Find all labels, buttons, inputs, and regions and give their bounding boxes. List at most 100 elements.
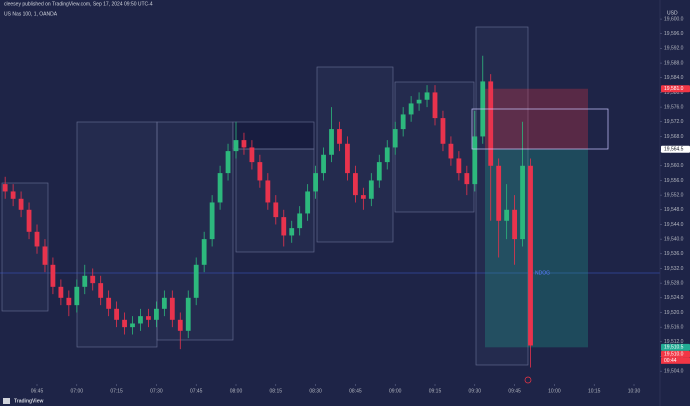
candle-body xyxy=(265,180,271,203)
stop-zone xyxy=(485,88,588,150)
candle-body xyxy=(58,286,64,298)
footer: TradingView xyxy=(14,398,43,404)
candle-body xyxy=(512,209,517,240)
candle-body xyxy=(456,158,462,174)
candle-body xyxy=(26,209,32,232)
candle-body xyxy=(50,264,56,287)
candle-body xyxy=(305,191,311,214)
price-label: 19,564.5 xyxy=(664,147,684,153)
candle-body xyxy=(114,308,119,320)
candle-body xyxy=(321,154,326,174)
candle-body xyxy=(488,81,494,166)
plot xyxy=(2,55,533,368)
y-tick-label: 19,584.0 xyxy=(664,75,684,81)
candle-body xyxy=(18,198,24,210)
box xyxy=(1,182,49,312)
x-tick-label: 08:45 xyxy=(349,388,362,394)
candle-body xyxy=(400,114,406,130)
candle-body xyxy=(42,246,48,265)
x-tick-label: 08:15 xyxy=(270,388,283,394)
candle-body xyxy=(90,275,96,284)
candle-body xyxy=(520,165,525,240)
y-tick-label: 19,600.0 xyxy=(664,16,684,22)
y-tick-label: 19,596.0 xyxy=(664,31,684,37)
price-label: 19,510.0 xyxy=(664,352,684,358)
price-label-box xyxy=(661,145,690,153)
candle-body xyxy=(416,99,422,104)
subtitle: cleesey published on TradingView.com, Se… xyxy=(4,1,153,7)
x-tick-label: 07:45 xyxy=(190,388,203,394)
candle-body xyxy=(146,316,151,320)
candle-body xyxy=(329,129,334,155)
x-tick-label: 10:30 xyxy=(628,388,641,394)
candle-body xyxy=(257,162,263,181)
x-tick-label: 10:15 xyxy=(588,388,601,394)
y-tick-label: 19,592.0 xyxy=(664,46,684,52)
x-tick-label: 09:45 xyxy=(508,388,521,394)
currency: USD xyxy=(667,10,678,16)
y-tick-label: 19,504.0 xyxy=(664,368,684,374)
x-tick-label: 09:30 xyxy=(469,388,482,394)
annotation: NDOG xyxy=(535,270,550,276)
event-marker xyxy=(524,376,532,384)
y-tick-label: 19,516.0 xyxy=(664,324,684,330)
x-tick-label: 08:00 xyxy=(230,388,243,394)
candle-body xyxy=(384,147,390,163)
candle-body xyxy=(106,297,112,309)
candle-body xyxy=(233,140,239,152)
y-tick-label: 19,528.0 xyxy=(664,280,684,286)
y-tick-label: 19,552.0 xyxy=(664,192,684,198)
x-tick-label: 09:00 xyxy=(389,388,402,394)
x-tick-label: 08:30 xyxy=(309,388,322,394)
candle-body xyxy=(504,209,510,221)
candle-body xyxy=(464,173,470,185)
y-tick-label: 19,572.0 xyxy=(664,119,684,125)
y-tick-label: 19,568.0 xyxy=(664,134,684,140)
candle-body xyxy=(161,297,167,309)
candle-body xyxy=(368,180,374,199)
candle-body xyxy=(472,136,478,185)
logo xyxy=(3,398,10,404)
position-zones xyxy=(485,88,588,348)
candle-body xyxy=(2,184,8,192)
y-tick-label: 19,512.0 xyxy=(664,339,684,345)
candle-body xyxy=(249,147,255,163)
candle-body xyxy=(424,92,430,100)
candle-body xyxy=(98,283,104,298)
y-tick-label: 19,580.0 xyxy=(664,90,684,96)
x-tick-label: 06:45 xyxy=(31,388,44,394)
candle-body xyxy=(345,143,350,174)
session-boxes xyxy=(1,26,529,366)
candle-body xyxy=(225,151,231,174)
y-tick-label: 19,544.0 xyxy=(664,222,684,228)
candle-body xyxy=(440,118,446,144)
target-zone xyxy=(485,149,588,348)
title: US Nas 100, 1, OANDA xyxy=(4,11,58,17)
candle-body xyxy=(353,173,358,196)
candle-body xyxy=(241,140,247,148)
candle-body xyxy=(130,323,135,328)
candle-body xyxy=(337,129,342,144)
candle-body xyxy=(432,92,438,119)
candle-body xyxy=(10,191,16,199)
selection-box xyxy=(471,108,609,150)
candle-body xyxy=(169,297,175,320)
x-tick-label: 07:00 xyxy=(71,388,84,394)
price-label-box xyxy=(661,85,690,93)
candle-body xyxy=(82,275,88,287)
candle-body xyxy=(74,286,80,306)
box xyxy=(156,121,234,341)
candle-body xyxy=(201,239,207,265)
candle-body xyxy=(66,297,72,306)
candle-body xyxy=(281,217,287,236)
y-tick-label: 19,588.0 xyxy=(664,60,684,66)
candle-body xyxy=(376,162,382,181)
candle-body xyxy=(185,297,191,331)
candle-body xyxy=(177,319,183,331)
candle-body xyxy=(408,103,414,115)
candle-body xyxy=(273,202,279,218)
x-tick-label: 09:15 xyxy=(429,388,442,394)
price-label-box xyxy=(661,350,690,358)
